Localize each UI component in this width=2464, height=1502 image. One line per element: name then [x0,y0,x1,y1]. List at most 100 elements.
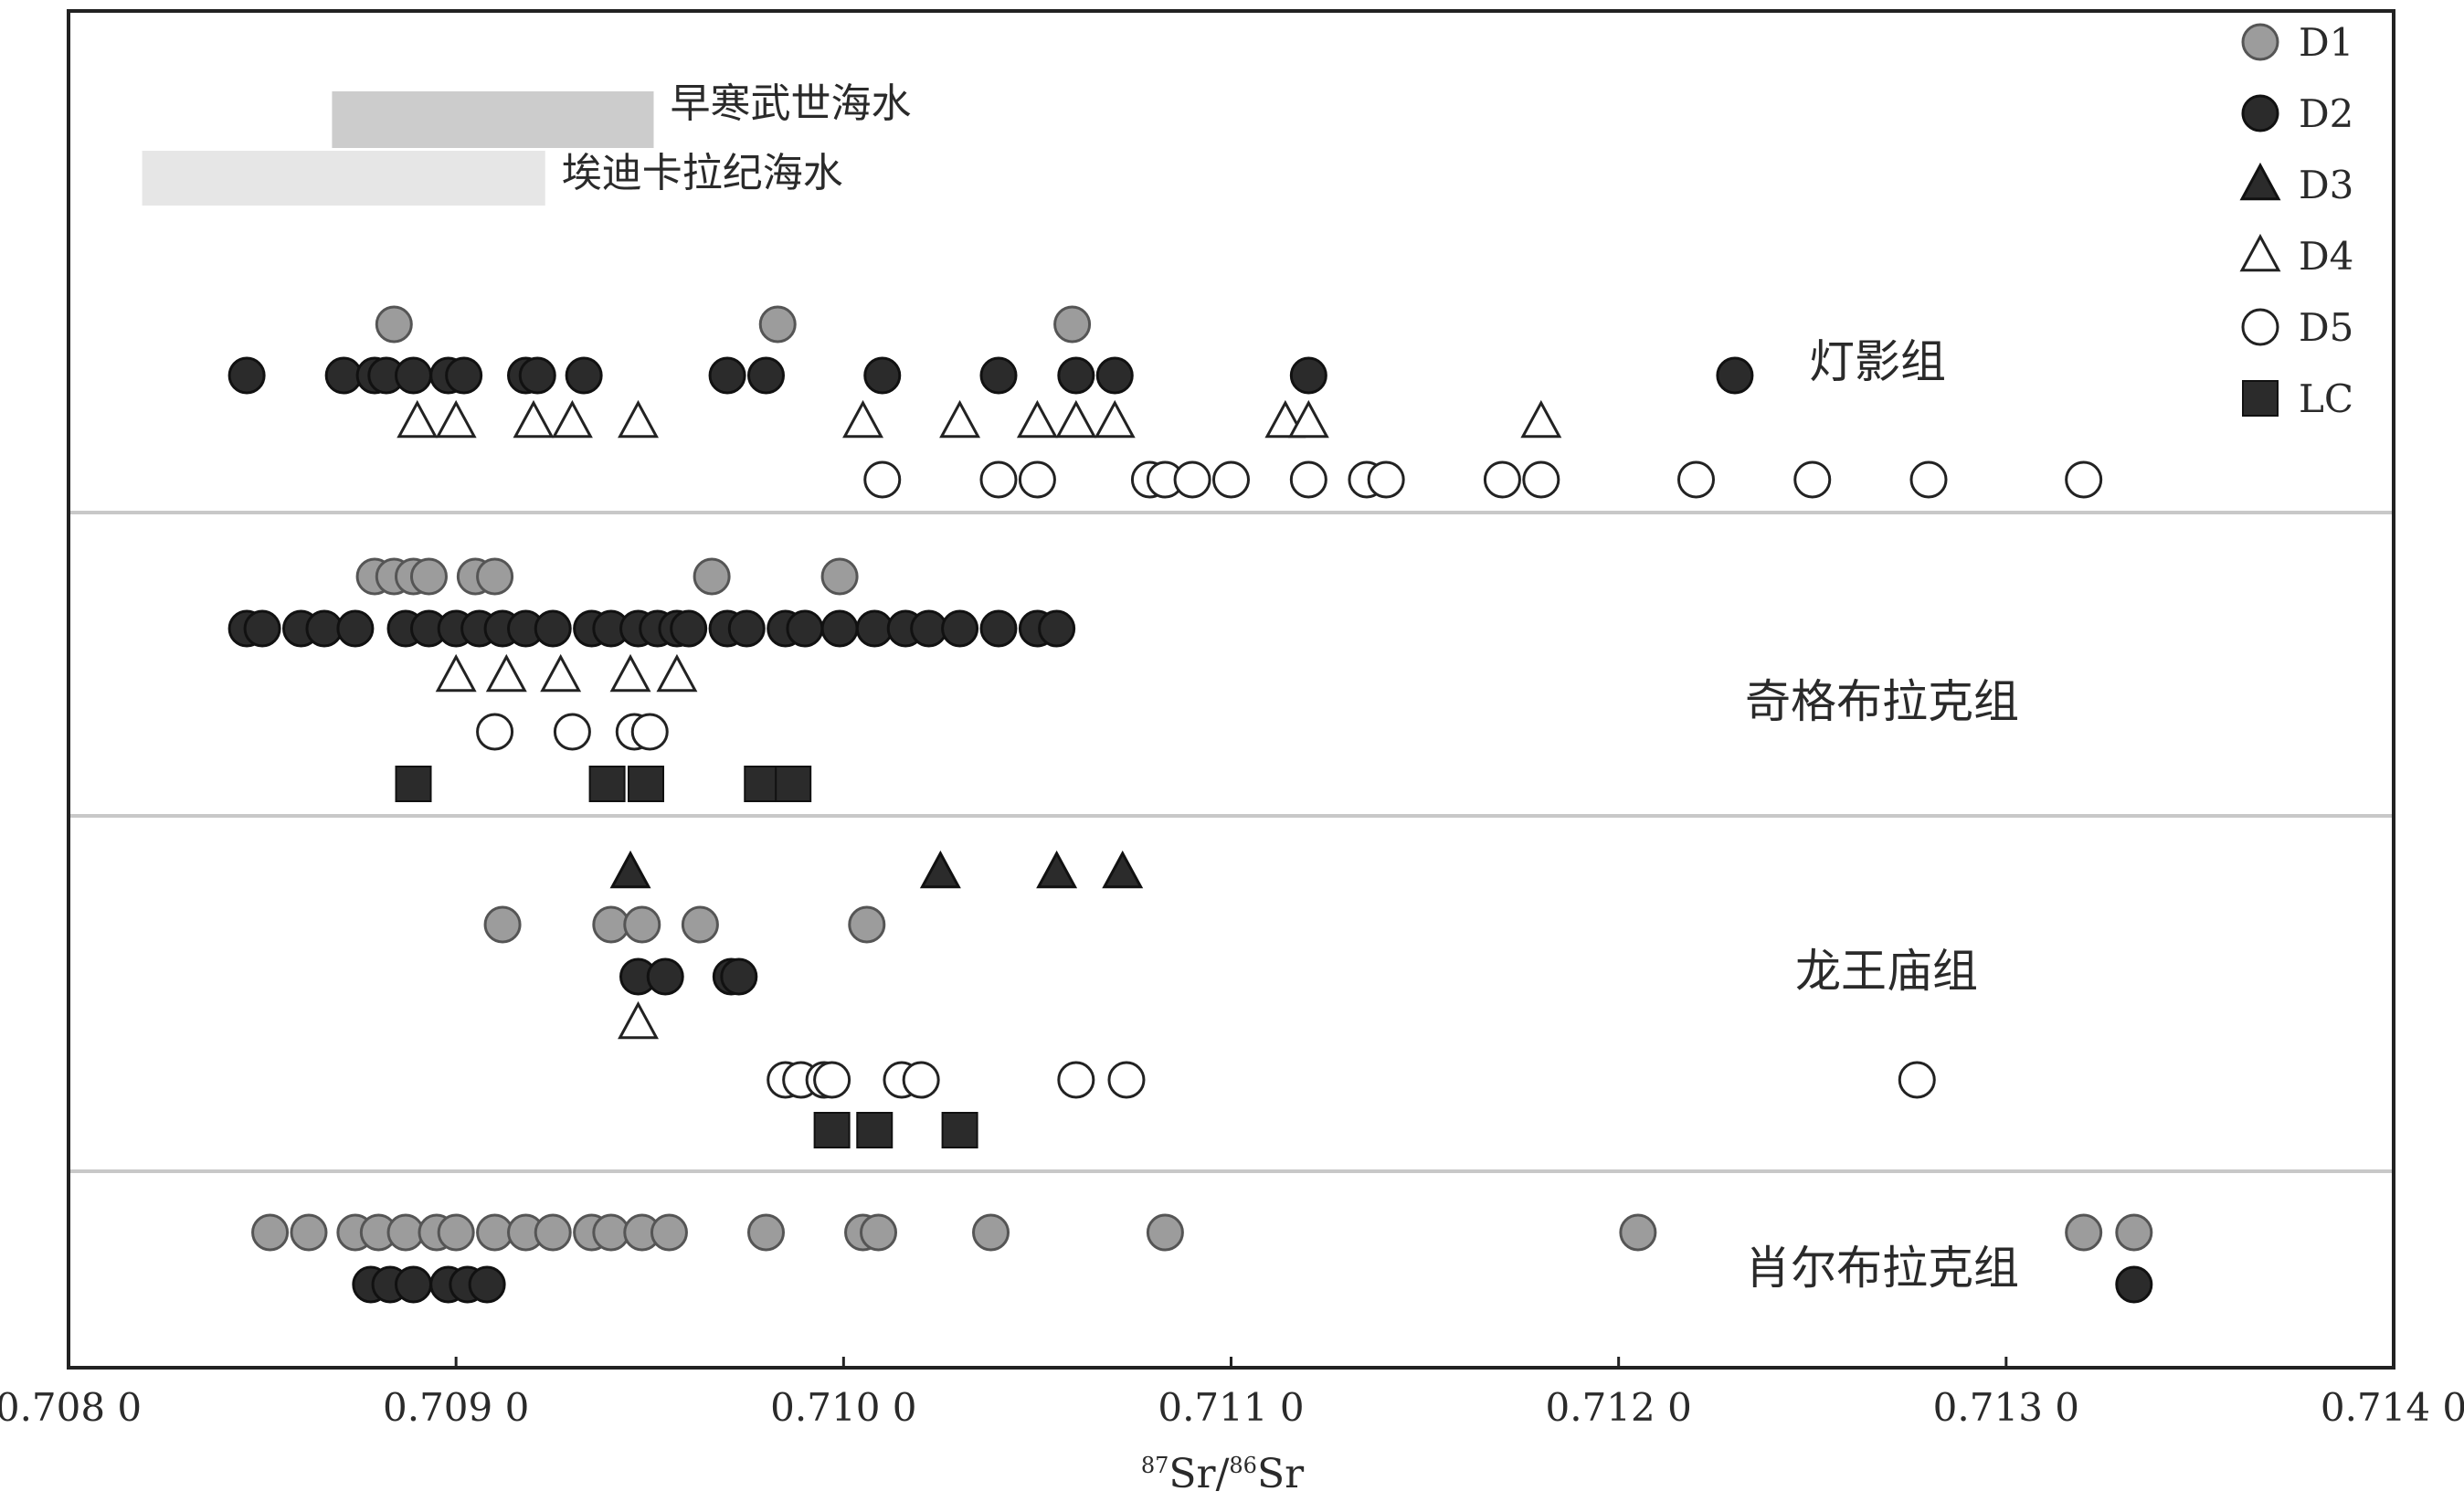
data-point-d1 [534,1213,572,1252]
data-point-d5 [630,713,669,751]
data-point-d2 [324,356,363,395]
data-point-d2 [786,609,824,648]
formation-labels: 灯影组 奇格布拉克组 龙王庙组 肖尔布拉克组 [1745,335,2019,1295]
x-tick-label: 0.713 0 [1933,1385,2079,1430]
formation-label-dengying: 灯影组 [1809,335,1946,388]
data-point-d2 [1057,356,1095,395]
data-point-d4 [656,653,698,693]
data-point-d2 [855,609,894,648]
data-point-d2 [708,356,746,395]
data-point-d5 [979,460,1018,499]
data-point-d1 [592,905,630,944]
data-point-d5 [902,1061,940,1099]
data-point-d1 [972,1213,1010,1252]
legend: D1 D2 D3 D4 D5 LC [2239,20,2353,421]
data-point-d1 [650,1213,688,1252]
legend-marker-d2 [2241,94,2279,132]
data-point-d4 [1094,399,1136,439]
x-tick-label: 0.709 0 [383,1385,529,1430]
early-cambrian-seawater-label: 早寒武世海水 [670,80,911,127]
data-point-d5 [813,1061,851,1099]
data-point-d4 [435,399,477,439]
group-separators [69,511,2394,1173]
data-point-d1 [860,1213,898,1252]
data-point-lc [628,766,665,802]
x-axis-title-sr2: Sr [1257,1451,1305,1497]
data-point-d5 [1367,460,1405,499]
data-point-d2 [2115,1265,2153,1304]
data-point-d4 [1287,399,1329,439]
data-point-d2 [468,1265,506,1304]
data-point-d1 [693,557,731,596]
data-point-d1 [290,1213,328,1252]
data-point-d2 [1095,356,1134,395]
data-point-d1 [483,905,522,944]
data-point-d1 [758,305,797,344]
data-point-d1 [747,1213,785,1252]
data-point-d4 [1055,399,1097,439]
data-point-d2 [565,356,603,395]
data-point-d5 [2065,460,2103,499]
x-axis-title-sup1: 87 [1141,1453,1169,1478]
data-point-d3 [1102,850,1144,889]
x-tick-label: 0.712 0 [1546,1385,1692,1430]
data-point-d4 [435,653,477,693]
data-point-d1 [476,1213,514,1252]
data-point-d4 [513,399,555,439]
data-point-d1 [386,1213,425,1252]
data-point-d2 [646,957,684,996]
legend-label-lc: LC [2299,376,2353,421]
data-point-d5 [1057,1061,1095,1099]
data-point-d5 [1522,460,1560,499]
x-axis-ticks [67,1357,2395,1368]
data-point-d3 [919,850,961,889]
formation-label-qigebulake: 奇格布拉克组 [1745,675,2019,728]
x-tick-label: 0.710 0 [770,1385,916,1430]
data-point-d4 [485,653,527,693]
data-point-d2 [941,609,979,648]
legend-label-d1: D1 [2299,20,2353,65]
x-axis-title-sup2: 86 [1229,1453,1257,1478]
data-point-d4 [609,653,651,693]
data-point-d2 [863,356,902,395]
data-point-d5 [553,713,591,751]
data-point-d2 [395,1265,433,1304]
data-point-d1 [476,557,514,596]
data-point-d1 [592,1213,630,1252]
data-point-d2 [1289,356,1327,395]
legend-markers [2239,23,2281,417]
data-point-d4 [397,399,439,439]
data-point-d5 [1107,1061,1146,1099]
data-point-d1 [251,1213,290,1252]
data-points [227,305,2153,1304]
data-point-lc [941,1112,978,1148]
data-point-d1 [375,305,413,344]
data-point-d1 [681,905,719,944]
data-point-d2 [445,356,483,395]
data-point-d2 [395,356,433,395]
data-point-d1 [623,905,661,944]
x-axis: 0.708 0 0.709 0 0.710 0 0.711 0 0.712 0 … [0,1357,2464,1497]
data-point-d5 [1483,460,1521,499]
data-point-d1 [1619,1213,1657,1252]
data-point-d2 [1038,609,1076,648]
data-point-d3 [609,850,651,889]
data-point-d4 [1016,399,1058,439]
data-point-d2 [910,609,948,648]
data-point-d2 [1716,356,1754,395]
data-point-d5 [476,713,514,751]
data-point-d1 [1053,305,1092,344]
data-point-d2 [518,356,556,395]
x-tick-label: 0.711 0 [1158,1385,1304,1430]
data-point-d1 [437,1213,475,1252]
data-point-lc [395,766,432,802]
legend-label-d2: D2 [2299,91,2353,136]
data-point-lc [813,1112,851,1148]
data-point-d2 [227,356,266,395]
data-point-d4 [618,1000,659,1040]
x-tick-label: 0.714 0 [2321,1385,2464,1430]
legend-label-d4: D4 [2299,234,2353,279]
x-tick-label: 0.708 0 [0,1385,142,1430]
ediacaran-seawater-label: 埃迪卡拉纪海水 [562,150,843,196]
data-point-d1 [409,557,448,596]
